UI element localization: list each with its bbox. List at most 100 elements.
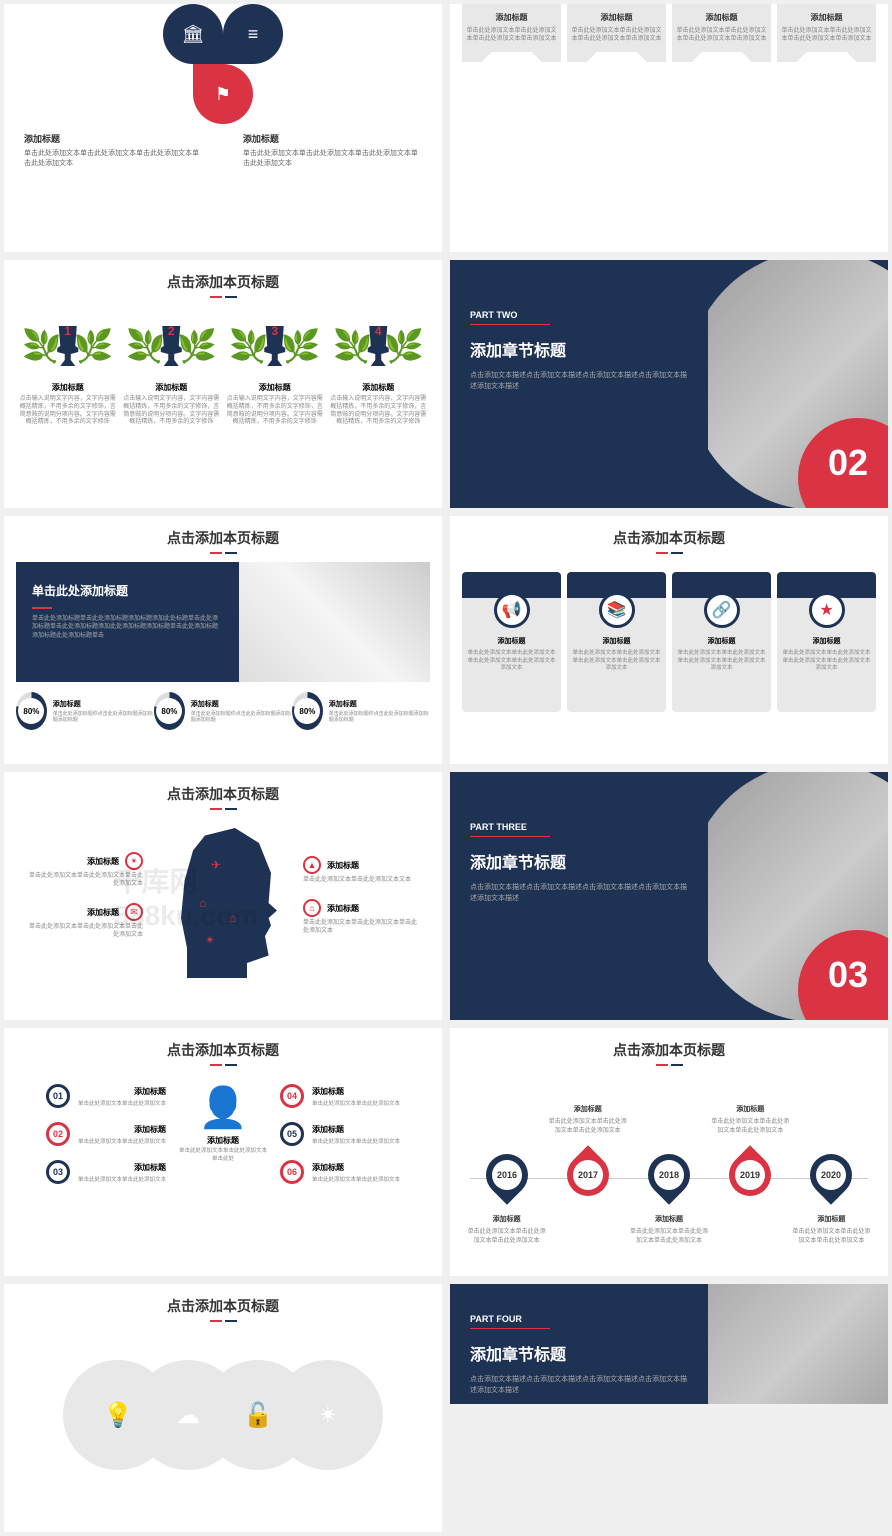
number-badge: 04 xyxy=(280,1084,304,1108)
hero-title: 单击此处添加标题 xyxy=(32,582,223,599)
trophy-item: 🌿2🌿 添加标题点击输入说明文字内容，文字内容需概括精炼，不用多余的文字修饰，言… xyxy=(120,316,224,427)
underline xyxy=(450,1064,888,1066)
person-icon: 👤 xyxy=(178,1084,268,1131)
laurel-icon: 🌿 xyxy=(333,327,373,365)
section-desc: 点击添加文本描述点击添加文本描述点击添加文本描述点击添加文本描述添加文本描述 xyxy=(470,883,688,904)
section-divider: PART TWO 添加章节标题 点击添加文本描述点击添加文本描述点击添加文本描述… xyxy=(450,260,888,508)
year-label: 2018 xyxy=(654,1160,684,1190)
underline xyxy=(4,1064,442,1066)
slide-timeline: 点击添加本页标题 2016添加标题单击此处添加文本单击此处添加文本单击此处添加文… xyxy=(450,1028,888,1276)
year-label: 2020 xyxy=(816,1160,846,1190)
card: 添加标题单击此处添加文本单击此处添加文本单击此处添加文本单击添加文本 xyxy=(672,4,771,52)
head-silhouette: ✈⌂⌂✴ xyxy=(163,828,283,978)
part-label: PART FOUR xyxy=(470,1314,688,1324)
hero-image xyxy=(239,562,430,682)
card-body: 单击此处添加文本单击此处添加文本单击此处添加文本单击此处添加文本添加文本 xyxy=(777,650,876,673)
item-title: 添加标题 xyxy=(312,1086,400,1097)
item-title: 添加标题 xyxy=(120,382,224,393)
laurel-icon: 🌿 xyxy=(74,327,114,365)
item-title: 添加标题 xyxy=(78,1124,166,1135)
section-divider: PART THREE 添加章节标题 点击添加文本描述点击添加文本描述点击添加文本… xyxy=(450,772,888,1020)
item-title: 添加标题 xyxy=(78,1162,166,1173)
item-body: 单击此处添加文本单击此处添加文本单击此处添加文本单击此处添加文本 xyxy=(243,148,422,168)
card-body: 单击此处添加文本单击此处添加文本单击此处添加文本单击添加文本 xyxy=(571,27,662,44)
card-title: 添加标题 xyxy=(466,12,557,23)
item-title: 添加标题 xyxy=(312,1124,400,1135)
card-body: 单击此处添加文本单击此处添加文本单击此处添加文本单击添加文本 xyxy=(781,27,872,44)
section-desc: 点击添加文本描述点击添加文本描述点击添加文本描述点击添加文本描述添加文本描述 xyxy=(470,1375,688,1396)
center-body: 单击此处添加文本单击此处添加文本单击此处 xyxy=(178,1146,268,1162)
item-body: 点击输入说明文字内容，文字内容需概括精炼，不用多余的文字修饰，言简意赅的说明分项… xyxy=(16,396,120,427)
icon-card: ★添加标题单击此处添加文本单击此处添加文本单击此处添加文本单击此处添加文本添加文… xyxy=(777,572,876,712)
item-title: 添加标题 xyxy=(312,1162,400,1173)
trophy-number: 2 xyxy=(168,324,175,338)
card: 添加标题单击此处添加文本单击此处添加文本单击此处添加文本单击添加文本 xyxy=(462,4,561,52)
section-text: PART FOUR 添加章节标题 点击添加文本描述点击添加文本描述点击添加文本描… xyxy=(450,1284,708,1404)
item-body: 单击此处添加文本单击此处添加文本 xyxy=(312,1175,400,1183)
item-body: 单击此处添加文本单击此处添加文本单击此处添加文本 xyxy=(791,1226,872,1244)
item-body: 点击输入说明文字内容，文字内容需概括精炼，不用多余的文字修饰，言简意赅的说明分项… xyxy=(120,396,224,427)
section-title: 添加章节标题 xyxy=(470,849,688,873)
petal-icon: ≡ xyxy=(223,4,283,64)
trophy-item: 🌿4🌿 添加标题点击输入说明文字内容，文字内容需概括精炼，不用多余的文字修饰，言… xyxy=(327,316,431,427)
underline xyxy=(4,552,442,554)
card-row: 添加标题单击此处添加文本单击此处添加文本单击此处添加文本单击添加文本 添加标题单… xyxy=(450,4,888,52)
gear-icon: ✴ xyxy=(125,852,143,870)
left-column: ✴添加标题单击此处添加文本单击此处添加文本单击此处添加文本 ✉添加标题单击此处添… xyxy=(24,852,143,953)
slide-head-puzzle: 点击添加本页标题 千库网 588ku.com ✴添加标题单击此处添加文本单击此处… xyxy=(4,772,442,1020)
item-title: 添加标题 xyxy=(327,860,359,871)
item-title: 添加标题 xyxy=(628,1214,709,1224)
item-title: 添加标题 xyxy=(24,132,203,145)
card-title: 添加标题 xyxy=(777,636,876,646)
home-icon: ⌂ xyxy=(303,899,321,917)
laurel-icon: 🌿 xyxy=(384,327,424,365)
hero-text: 单击此处添加标题 单击此处添加标题单击此处添加标题添加标题添加此处标题单击此处添… xyxy=(16,562,239,682)
plane-icon: ▲ xyxy=(303,856,321,874)
trophy-number: 1 xyxy=(64,324,71,338)
laurel-icon: 🌿 xyxy=(22,327,62,365)
trophy-item: 🌿1🌿 添加标题点击输入说明文字内容，文字内容需概括精炼，不用多余的文字修饰，言… xyxy=(16,316,120,427)
item-title: 添加标题 xyxy=(327,903,359,914)
trophy-number: 4 xyxy=(375,324,382,338)
item-body: 单击此处添加文本单击此处添加文本单击此处添加文本 xyxy=(466,1226,547,1244)
slide-title: 点击添加本页标题 xyxy=(4,260,442,296)
stat-item: 80%添加标题单击此处添加标题你点击此处添加标题添加标题添加标题 xyxy=(154,692,292,730)
petal-icon: ⚑ xyxy=(193,64,253,124)
laurel-icon: 🌿 xyxy=(281,327,321,365)
icon-card: 📚添加标题单击此处添加文本单击此处添加文本单击此处添加文本单击此处添加文本添加文… xyxy=(567,572,666,712)
item-body: 单击此处添加文本单击此处添加文本单击此处添加文本 xyxy=(24,873,143,889)
section-divider: PART FOUR 添加章节标题 点击添加文本描述点击添加文本描述点击添加文本描… xyxy=(450,1284,888,1404)
card-title: 添加标题 xyxy=(672,636,771,646)
item-body: 单击此处添加文本单击此处添加文本单击此处添加文本 xyxy=(24,924,143,940)
slide-title: 点击添加本页标题 xyxy=(4,1284,442,1320)
slide-petals: 🏛 ≡ ⚑ 添加标题单击此处添加文本单击此处添加文本单击此处添加文本单击此处添加… xyxy=(4,4,442,252)
year-label: 2016 xyxy=(492,1160,522,1190)
number-badge: 05 xyxy=(280,1122,304,1146)
card-body: 单击此处添加文本单击此处添加文本单击此处添加文本单击添加文本 xyxy=(676,27,767,44)
stat-title: 添加标题 xyxy=(53,699,154,709)
item-body: 单击此处添加文本单击此处添加文本 xyxy=(78,1175,166,1183)
laurel-icon: 🌿 xyxy=(126,327,166,365)
item-body: 单击此处添加文本单击此处添加文本单击此处添加文本 xyxy=(628,1226,709,1244)
megaphone-icon: 📢 xyxy=(494,592,530,628)
center-figure: 👤 添加标题 单击此处添加文本单击此处添加文本单击此处 xyxy=(178,1084,268,1198)
petal-diagram: 🏛 ≡ ⚑ xyxy=(153,4,293,124)
stat-body: 单击此处添加标题你点击此处添加标题添加标题添加标题 xyxy=(191,711,292,724)
item-body: 点击输入说明文字内容，文字内容需概括精炼，不用多余的文字修饰，言简意赅的说明分项… xyxy=(327,396,431,427)
slide-cards: 添加标题单击此处添加文本单击此处添加文本单击此处添加文本单击添加文本 添加标题单… xyxy=(450,4,888,252)
card-title: 添加标题 xyxy=(462,636,561,646)
item-title: 添加标题 xyxy=(327,382,431,393)
card-title: 添加标题 xyxy=(571,12,662,23)
gear-icon: ✴ xyxy=(283,1370,373,1460)
text-block: 添加标题单击此处添加文本单击此处添加文本单击此处添加文本单击此处添加文本 xyxy=(243,132,422,168)
section-title: 添加章节标题 xyxy=(470,337,688,361)
left-list: 添加标题单击此处添加文本单击此处添加文本01 添加标题单击此处添加文本单击此处添… xyxy=(20,1084,166,1198)
timeline-item: 2018 添加标题单击此处添加文本单击此处添加文本单击此处添加文本 xyxy=(628,1104,709,1244)
slide-title: 点击添加本页标题 xyxy=(450,516,888,552)
icon-card: 📢添加标题单击此处添加文本单击此处添加文本单击此处添加文本单击此处添加文本添加文… xyxy=(462,572,561,712)
item-body: 单击此处添加文本单击此处添加文本单击此处添加文本 xyxy=(303,920,422,936)
stat-title: 添加标题 xyxy=(191,699,292,709)
stat-body: 单击此处添加标题你点击此处添加标题添加标题添加标题 xyxy=(53,711,154,724)
card-body: 单击此处添加文本单击此处添加文本单击此处添加文本单击添加文本 xyxy=(466,27,557,44)
item-body: 单击此处添加文本单击此处添加文本单击此处添加文本单击此处添加文本 xyxy=(24,148,203,168)
